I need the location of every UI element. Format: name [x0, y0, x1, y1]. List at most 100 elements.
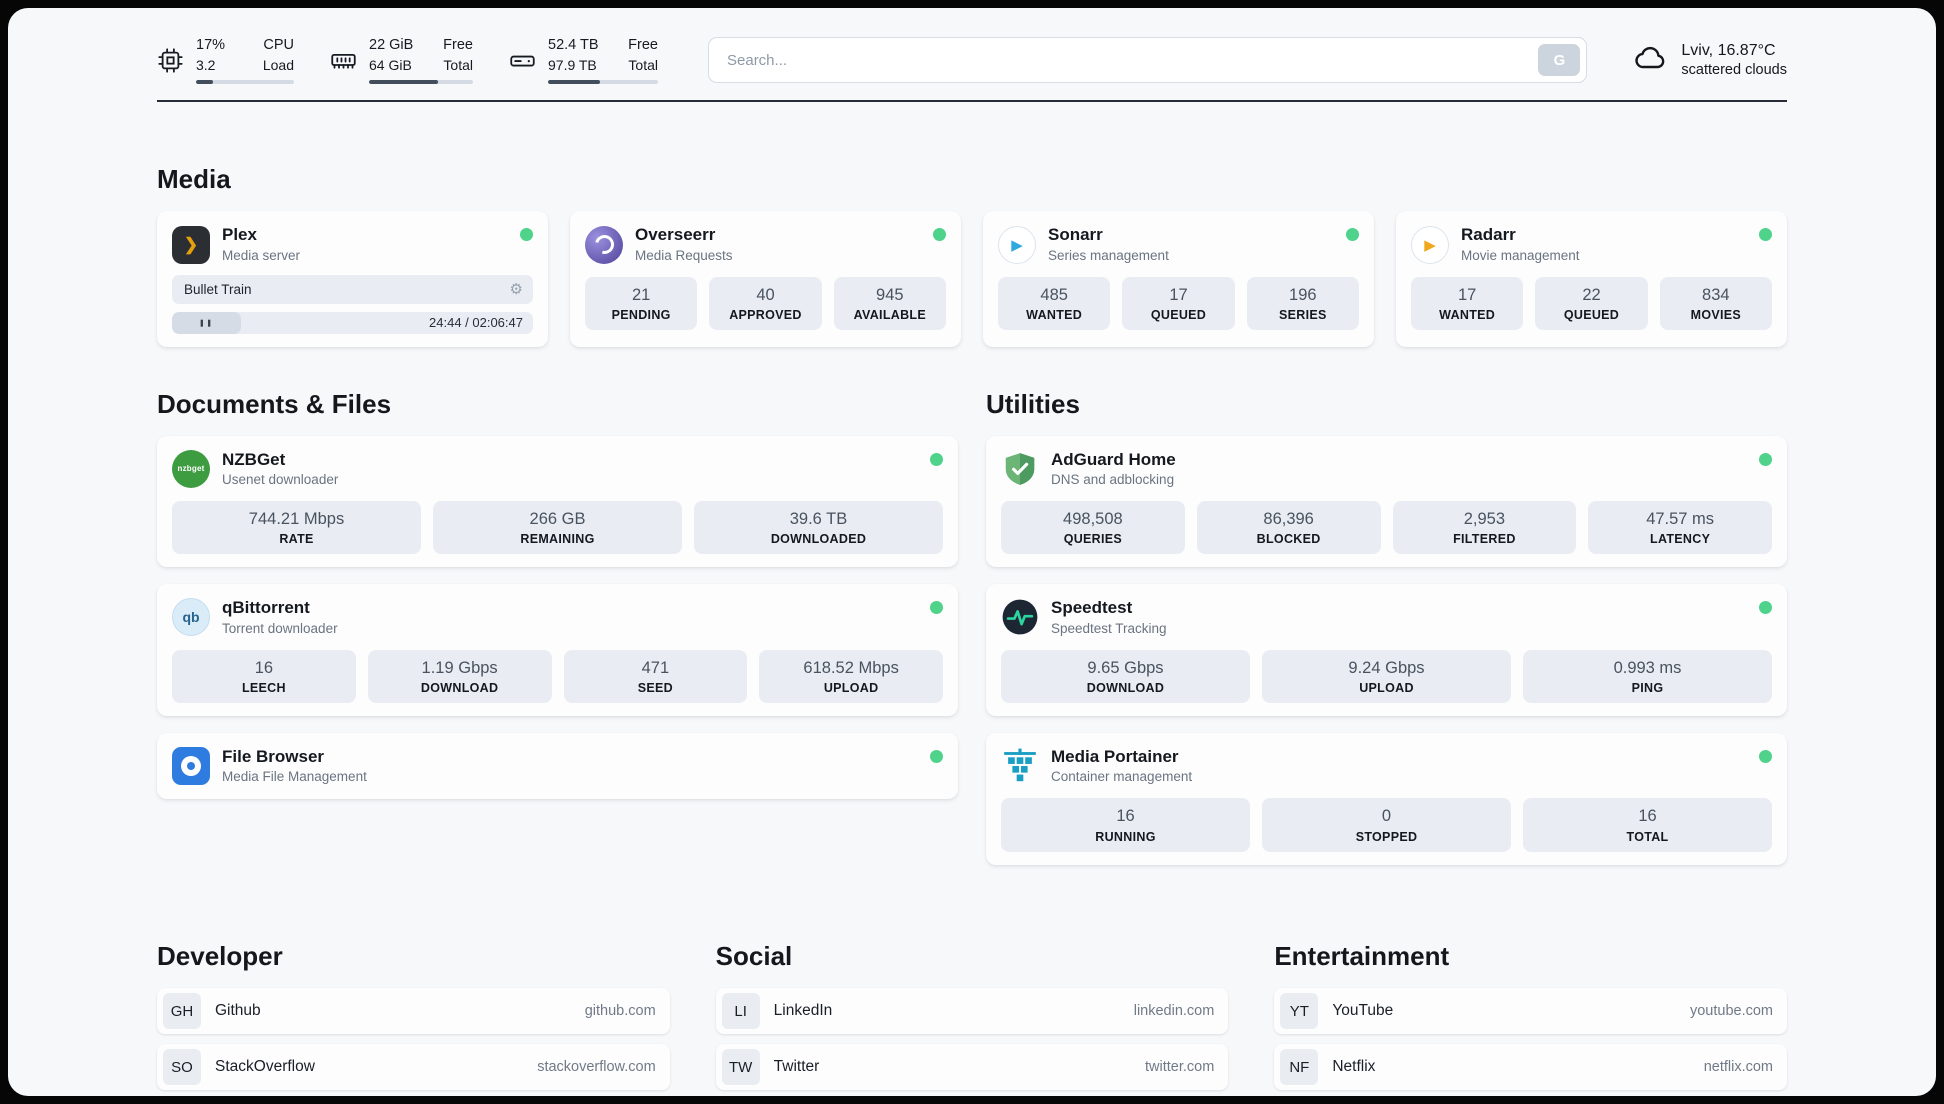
app-subtitle: Speedtest Tracking	[1051, 620, 1167, 636]
app-subtitle: Media File Management	[222, 769, 367, 785]
stat-tile: 16 TOTAL	[1523, 798, 1772, 853]
app-card-portainer[interactable]: Media Portainer Container management 16 …	[986, 733, 1787, 866]
ram-label: Free	[443, 37, 473, 53]
stat-tile: 16 RUNNING	[1001, 798, 1250, 853]
app-subtitle: Usenet downloader	[222, 471, 339, 487]
cpu-widget: 17% 3.2 CPU Load	[157, 36, 294, 85]
bookmark-abbr: LI	[721, 993, 760, 1030]
stat-tile: 485 WANTED	[998, 276, 1111, 331]
cpu-icon	[157, 47, 184, 74]
status-dot	[930, 601, 943, 615]
ram-icon	[330, 47, 357, 74]
section-social: Social LI LinkedIn linkedin.com TW Twitt…	[715, 941, 1229, 1096]
ram-free-value: 22 GiB	[369, 37, 414, 53]
disk-icon	[509, 47, 536, 74]
bookmark-name: YouTube	[1332, 1002, 1394, 1020]
app-name: Radarr	[1461, 225, 1516, 245]
stat-tile: 40 APPROVED	[709, 276, 822, 331]
app-card-filebrowser[interactable]: File Browser Media File Management	[157, 733, 958, 800]
bookmark-twitter[interactable]: TW Twitter twitter.com	[715, 1044, 1229, 1091]
bookmark-netflix[interactable]: NF Netflix netflix.com	[1274, 1044, 1787, 1091]
stat-tile: 0 STOPPED	[1262, 798, 1511, 853]
stat-tile: 0.993 ms PING	[1523, 649, 1772, 704]
weather-location: Lviv, 16.87°C	[1681, 42, 1776, 60]
now-playing-bar: Bullet Train ⚙	[172, 274, 533, 304]
weather-condition: scattered clouds	[1681, 62, 1787, 79]
adguard-icon	[1001, 450, 1039, 488]
app-card-nzbget[interactable]: nzbget NZBGet Usenet downloader 744.21 M…	[157, 435, 958, 568]
ram-total-value: 64 GiB	[369, 56, 412, 73]
ram-widget: 22 GiB 64 GiB Free Total	[330, 36, 473, 85]
stat-tile: 744.21 Mbps RATE	[172, 500, 421, 555]
bookmark-abbr: GH	[163, 993, 201, 1030]
bookmark-url: github.com	[584, 1003, 656, 1020]
stat-tile: 9.24 Gbps UPLOAD	[1262, 649, 1511, 704]
bookmark-url: twitter.com	[1145, 1059, 1215, 1076]
filebrowser-icon	[172, 747, 210, 786]
playback-time: 24:44 / 02:06:47	[429, 315, 523, 331]
stat-tile: 945 AVAILABLE	[833, 276, 946, 331]
disk-label: Free	[628, 37, 658, 53]
app-card-qbittorrent[interactable]: qb qBittorrent Torrent downloader 16 LEE…	[157, 584, 958, 717]
app-name: Plex	[222, 225, 257, 245]
search-input[interactable]	[708, 37, 1588, 84]
disk-progress-bar	[548, 80, 658, 85]
bookmark-abbr: SO	[163, 1049, 201, 1086]
nzbget-icon: nzbget	[172, 449, 210, 488]
bookmark-abbr: NF	[1280, 1049, 1319, 1086]
stat-tile: 86,396 BLOCKED	[1196, 500, 1381, 555]
weather-widget: Lviv, 16.87°C scattered clouds	[1633, 40, 1787, 81]
app-card-overseerr[interactable]: Overseerr Media Requests 21 PENDING 40 A…	[570, 211, 961, 347]
section-title-utilities: Utilities	[986, 388, 1080, 419]
app-name: AdGuard Home	[1051, 449, 1176, 469]
stat-tile: 834 MOVIES	[1659, 276, 1772, 331]
bookmark-youtube[interactable]: YT YouTube youtube.com	[1274, 988, 1787, 1035]
section-title-media: Media	[157, 164, 231, 195]
status-dot	[1759, 750, 1772, 764]
app-card-sonarr[interactable]: ▶ Sonarr Series management 485 WANTED	[983, 211, 1374, 347]
cpu-usage-value: 17%	[196, 37, 226, 53]
app-name: Overseerr	[635, 225, 716, 245]
bookmark-linkedin[interactable]: LI LinkedIn linkedin.com	[715, 988, 1229, 1035]
dashboard-panel: 17% 3.2 CPU Load	[8, 8, 1936, 1096]
app-name: Speedtest	[1051, 598, 1133, 618]
stat-tile: 1.19 Gbps DOWNLOAD	[367, 649, 552, 704]
header-divider	[157, 100, 1787, 103]
app-subtitle: DNS and adblocking	[1051, 471, 1175, 487]
disk-widget: 52.4 TB 97.9 TB Free Total	[509, 36, 658, 85]
app-card-radarr[interactable]: ▶ Radarr Movie management 17 WANTED	[1396, 211, 1787, 347]
app-name: Media Portainer	[1051, 747, 1179, 767]
cpu-sublabel: Load	[262, 56, 294, 73]
bookmark-stackoverflow[interactable]: SO StackOverflow stackoverflow.com	[157, 1044, 670, 1091]
radarr-icon: ▶	[1411, 225, 1449, 264]
playback-progress-bar[interactable]: ❚❚ 24:44 / 02:06:47	[172, 311, 533, 334]
bookmark-abbr: TW	[721, 1049, 760, 1086]
speedtest-icon	[1001, 598, 1039, 636]
app-card-adguard[interactable]: AdGuard Home DNS and adblocking 498,508 …	[986, 435, 1787, 568]
pause-icon[interactable]: ❚❚	[198, 319, 214, 327]
top-bar: 17% 3.2 CPU Load	[157, 36, 1787, 85]
app-subtitle: Container management	[1051, 769, 1193, 785]
cpu-progress-fill	[196, 80, 213, 85]
app-card-plex[interactable]: ❯ Plex Media server Bullet Train ⚙ ❚❚	[157, 211, 548, 347]
status-dot	[1759, 228, 1772, 242]
status-dot	[520, 228, 533, 242]
stat-tile: 9.65 Gbps DOWNLOAD	[1001, 649, 1250, 704]
app-subtitle: Torrent downloader	[222, 620, 338, 636]
stat-tile: 196 SERIES	[1246, 276, 1359, 331]
stat-tile: 39.6 TB DOWNLOADED	[694, 500, 943, 555]
app-subtitle: Media Requests	[635, 247, 733, 263]
app-card-speedtest[interactable]: Speedtest Speedtest Tracking 9.65 Gbps D…	[986, 584, 1787, 717]
disk-sublabel: Total	[628, 56, 658, 73]
cloud-icon	[1633, 40, 1669, 81]
bookmark-name: Netflix	[1332, 1058, 1376, 1076]
app-name: qBittorrent	[222, 598, 310, 618]
search-engine-button[interactable]: G	[1538, 44, 1581, 77]
gear-icon[interactable]: ⚙	[509, 281, 523, 299]
bookmark-github[interactable]: GH Github github.com	[157, 988, 670, 1035]
qbittorrent-icon: qb	[172, 598, 210, 637]
status-dot	[1759, 601, 1772, 615]
section-developer: Developer GH Github github.com SO StackO…	[157, 941, 670, 1096]
section-media: Media ❯ Plex Media server Bullet Train	[157, 164, 1787, 347]
bookmark-name: Github	[215, 1002, 261, 1020]
